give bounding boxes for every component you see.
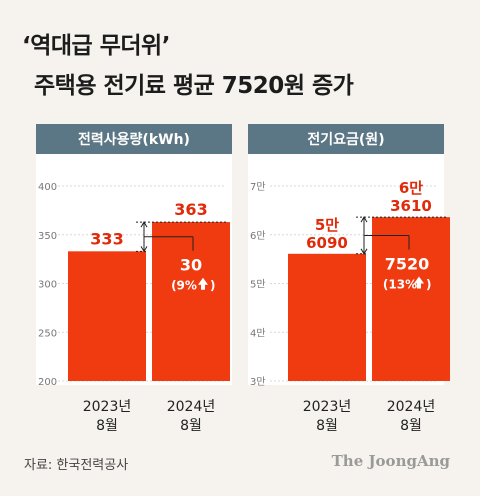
- data-label-line2: 6090: [306, 234, 348, 252]
- chart-title-line1: ‘역대급 무더위’: [22, 33, 170, 59]
- diff-percent-close: ): [210, 279, 215, 293]
- diff-value: 7520: [385, 254, 430, 273]
- y-tick-label: 400: [38, 182, 57, 193]
- data-label-line1: 5만: [315, 216, 339, 234]
- panel-header-title: 전기요금(원): [307, 131, 384, 148]
- x-category-label: 2024년: [167, 399, 216, 415]
- panel-header-bg: [36, 124, 232, 154]
- chart-panel-1: 전력사용량(kWh) 400 350 300 250 200 333 363 30 (9%) 202…: [36, 124, 232, 434]
- bar-1: [288, 253, 366, 381]
- bar-2: [152, 222, 230, 381]
- y-tick-label: 5만: [250, 279, 266, 291]
- data-label: 363: [174, 200, 207, 219]
- chart-panel-2: 전기요금(원)7만6만5만4만3만5만60906만36107520(13%)20…: [248, 124, 450, 434]
- chart-title-line2: 주택용 전기료 평균 7520원 증가: [34, 73, 354, 99]
- x-category-label: 2024년: [387, 399, 436, 415]
- source-note: 자료: 한국전력공사: [24, 458, 129, 473]
- diff-arrow-up-icon: [140, 221, 148, 228]
- x-category-label: 8월: [400, 418, 422, 434]
- y-tick-label: 6만: [250, 230, 266, 242]
- panel-header-title: 전력사용량(kWh): [78, 131, 190, 148]
- data-label-line2: 3610: [390, 197, 432, 215]
- y-tick-label: 3만: [250, 376, 266, 388]
- y-tick-label: 200: [38, 377, 57, 388]
- diff-arrow-up-icon: [360, 216, 368, 223]
- bar-2: [372, 217, 450, 381]
- x-category-label: 8월: [180, 418, 202, 434]
- brand-logo: The JoongAng: [331, 452, 450, 470]
- increase-arrow-icon: [414, 276, 424, 289]
- bar-1: [68, 251, 146, 381]
- x-category-label: 2023년: [83, 399, 132, 415]
- diff-value: 30: [180, 256, 202, 275]
- diff-percent-close: ): [426, 277, 431, 291]
- y-tick-label: 350: [38, 231, 57, 242]
- diff-arrow-down-icon: [360, 248, 368, 255]
- diff-percent: (9%: [171, 279, 197, 293]
- y-tick-label: 300: [38, 280, 57, 291]
- y-tick-label: 4만: [250, 327, 266, 339]
- data-label: 333: [90, 229, 123, 248]
- diff-percent: (13%: [383, 277, 417, 291]
- x-category-label: 8월: [316, 418, 338, 434]
- diff-arrow-down-icon: [140, 246, 148, 253]
- x-category-label: 2023년: [303, 399, 352, 415]
- increase-arrow-icon: [198, 277, 208, 290]
- y-tick-label: 7만: [250, 181, 266, 193]
- data-label-line1: 6만: [399, 179, 423, 197]
- x-category-label: 8월: [96, 418, 118, 434]
- panel-header-bg: [248, 124, 444, 154]
- y-tick-label: 250: [38, 328, 57, 339]
